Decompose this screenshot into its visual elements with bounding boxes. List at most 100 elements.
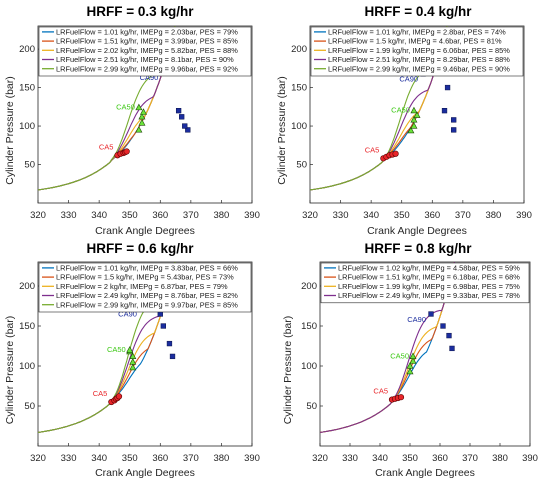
ca5-label: CA5 <box>365 145 380 154</box>
ca90-marker <box>440 323 446 329</box>
ca50-label: CA50 <box>391 106 410 115</box>
series-line-4 <box>320 262 456 433</box>
ca5-marker <box>392 150 399 157</box>
x-axis-label: Crank Angle Degrees <box>95 225 195 237</box>
y-tick-label: 200 <box>19 281 35 292</box>
series-line-5 <box>310 26 448 191</box>
x-tick-label: 320 <box>312 453 328 464</box>
ca90-marker <box>160 323 166 329</box>
y-tick-label: 200 <box>19 44 35 55</box>
plot-area <box>309 25 525 204</box>
y-tick-label: 100 <box>291 121 307 132</box>
chart-panel-1: HRFF = 0.3 kg/hr 320 330 340 350 360 370 380 390… <box>4 4 260 237</box>
legend-entry-1: LRFuelFlow = 1.01 kg/hr, IMEPg = 3.83bar… <box>56 264 238 273</box>
y-tick-label: 50 <box>24 401 35 412</box>
ca50-marker <box>126 346 134 353</box>
y-axis-label: Cylinder Pressure (bar) <box>4 316 16 425</box>
y-axis-label: Cylinder Pressure (bar) <box>4 76 16 185</box>
x-tick-label: 390 <box>244 453 260 464</box>
y-tick-label: 150 <box>291 83 307 94</box>
ca50-label: CA50 <box>116 103 135 112</box>
ca90-marker <box>451 127 457 133</box>
legend-entry-2: LRFuelFlow = 1.51 kg/hr, IMEPg = 3.99bar… <box>56 37 238 46</box>
legend-entry-4: LRFuelFlow = 2.49 kg/hr, IMEPg = 9.33bar… <box>338 291 520 300</box>
ca90-marker <box>182 123 188 129</box>
y-tick-label: 50 <box>306 401 317 412</box>
legend-entry-4: LRFuelFlow = 2.51 kg/hr, IMEPg = 8.1bar,… <box>56 55 234 64</box>
x-tick-label: 360 <box>152 453 168 464</box>
ca50-marker <box>138 112 146 120</box>
x-tick-label: 320 <box>30 453 46 464</box>
ca50-marker <box>406 367 414 375</box>
ca90-marker <box>441 108 448 114</box>
x-tick-label: 390 <box>522 453 538 464</box>
legend-entry-1: LRFuelFlow = 1.02 kg/hr, IMEPg = 4.58bar… <box>338 264 520 273</box>
x-tick-label: 390 <box>516 210 532 221</box>
legend-box <box>38 262 252 313</box>
ca5-marker <box>397 394 405 401</box>
legend-entry-3: LRFuelFlow = 2 kg/hr, IMEPg = 6.87bar, P… <box>56 282 228 291</box>
x-tick-label: 380 <box>492 453 508 464</box>
ca50-marker <box>406 362 414 369</box>
y-axis-label: Cylinder Pressure (bar) <box>276 76 288 185</box>
legend-entry-3: LRFuelFlow = 1.99 kg/hr, IMEPg = 6.98bar… <box>338 282 520 291</box>
x-tick-label: 330 <box>342 453 358 464</box>
ca5-label: CA5 <box>99 142 114 151</box>
y-tick-label: 200 <box>291 44 307 55</box>
y-tick-label: 100 <box>301 361 317 372</box>
ca90-marker <box>179 114 185 120</box>
x-tick-label: 320 <box>302 210 318 221</box>
x-tick-label: 360 <box>424 210 440 221</box>
x-tick-label: 380 <box>485 210 501 221</box>
ca50-label: CA50 <box>390 351 409 360</box>
y-tick-label: 50 <box>296 160 307 171</box>
x-axis-label: Crank Angle Degrees <box>375 467 475 479</box>
ca90-marker <box>446 332 452 339</box>
ca90-marker <box>185 127 191 133</box>
legend-box <box>38 26 252 77</box>
x-tick-label: 390 <box>244 210 260 221</box>
chart-title: HRFF = 0.4 kg/hr <box>365 4 473 19</box>
ca90-label: CA90 <box>118 309 137 318</box>
legend-entry-1: LRFuelFlow = 1.01 kg/hr, IMEPg = 2.03bar… <box>56 28 238 37</box>
ca90-marker <box>451 117 457 123</box>
legend-entry-4: LRFuelFlow = 2.51 kg/hr, IMEPg = 8.29bar… <box>328 55 510 64</box>
y-tick-label: 150 <box>19 83 35 94</box>
y-tick-label: 50 <box>24 160 35 171</box>
series-line-5 <box>38 26 176 191</box>
y-tick-label: 150 <box>301 321 317 332</box>
ca5-marker <box>115 393 123 400</box>
ca90-marker <box>444 84 451 91</box>
legend-entry-3: LRFuelFlow = 1.99 kg/hr, IMEPg = 6.06bar… <box>328 46 510 55</box>
ca50-marker <box>410 122 418 129</box>
plot-area <box>319 261 531 447</box>
x-tick-label: 340 <box>363 210 379 221</box>
chart-panel-2: HRFF = 0.4 kg/hr 320 330 340 350 360 370 380 390… <box>276 4 532 237</box>
y-tick-label: 200 <box>301 281 317 292</box>
ca50-marker <box>407 126 415 134</box>
chart-panel-4: HRFF = 0.8 kg/hr 320 330 340 350 360 370 380 390… <box>282 241 538 479</box>
x-axis-label: Crank Angle Degrees <box>95 467 195 479</box>
ca50-marker <box>135 125 143 133</box>
x-tick-label: 370 <box>462 453 478 464</box>
x-tick-label: 370 <box>183 453 199 464</box>
ca50-marker <box>135 103 143 111</box>
ca90-marker <box>157 311 163 317</box>
legend-entry-2: LRFuelFlow = 1.5 kg/hr, IMEPg = 4.6bar, … <box>328 37 502 46</box>
ca50-marker <box>413 111 421 118</box>
x-tick-label: 340 <box>91 453 107 464</box>
legend-entry-2: LRFuelFlow = 1.5 kg/hr, IMEPg = 5.43bar,… <box>56 273 234 282</box>
chart-title: HRFF = 0.6 kg/hr <box>87 241 195 256</box>
legend-entry-5: LRFuelFlow = 2.99 kg/hr, IMEPg = 9.46bar… <box>328 64 510 73</box>
x-tick-label: 350 <box>122 453 138 464</box>
legend-entry-5: LRFuelFlow = 2.99 kg/hr, IMEPg = 9.97bar… <box>56 300 238 309</box>
x-tick-label: 350 <box>402 453 418 464</box>
ca50-label: CA50 <box>107 345 126 354</box>
x-axis-label: Crank Angle Degrees <box>367 225 467 237</box>
y-tick-label: 100 <box>19 361 35 372</box>
ca50-marker <box>410 115 418 123</box>
chart-title: HRFF = 0.3 kg/hr <box>87 4 195 19</box>
plot-area <box>37 25 253 204</box>
ca50-marker <box>138 119 146 126</box>
x-tick-label: 380 <box>213 453 229 464</box>
